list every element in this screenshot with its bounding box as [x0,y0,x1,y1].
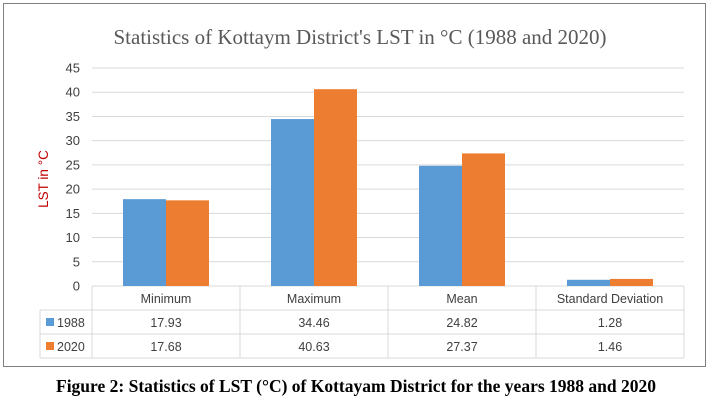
y-tick-label-0: 0 [73,279,80,294]
data-label-1988-2: 24.82 [446,316,477,330]
y-tick-label-5: 25 [66,157,80,172]
bar-2020-3 [610,278,653,286]
chart-title: Statistics of Kottaym District's LST in … [113,25,606,49]
y-axis-ticks: 0 5 10 15 20 25 30 35 40 45 [66,61,80,294]
y-tick-label-8: 40 [66,85,80,100]
data-table: Minimum Maximum Mean Standard Deviation 1988… [39,286,685,359]
y-tick-label-2: 10 [66,230,80,245]
data-label-2020-3: 1.46 [598,340,622,354]
bar-2020-2 [462,153,505,286]
data-label-1988-0: 17.93 [150,316,181,330]
category-label-0: Minimum [141,292,192,306]
bar-1988-2 [419,165,462,286]
category-label-1: Maximum [287,292,341,306]
data-label-2020-1: 40.63 [298,340,329,354]
data-label-2020-0: 17.68 [150,340,181,354]
y-tick-label-1: 5 [73,254,80,269]
data-label-1988-3: 1.28 [598,316,622,330]
y-tick-label-3: 15 [66,206,80,221]
figure-caption: Figure 2: Statistics of LST (°C) of Kott… [56,376,656,396]
y-tick-label-7: 35 [66,109,80,124]
category-label-2: Mean [446,292,477,306]
legend-label-1988: 1988 [57,316,85,330]
bar-2020-1 [314,89,357,286]
legend-key-1988 [46,318,54,326]
bar-1988-3 [567,279,610,286]
bars [123,89,653,286]
y-tick-label-4: 20 [66,182,80,197]
data-label-1988-1: 34.46 [298,316,329,330]
category-label-3: Standard Deviation [557,292,663,306]
y-tick-label-9: 45 [66,61,80,76]
data-label-2020-2: 27.37 [446,340,477,354]
chart-svg: Statistics of Kottaym District's LST in … [36,25,685,359]
bar-1988-1 [271,119,314,286]
chart-area: Statistics of Kottaym District's LST in … [3,3,706,367]
y-tick-label-6: 30 [66,133,80,148]
legend-key-2020 [46,342,54,350]
y-axis-label: LST in °C [36,150,51,208]
bar-1988-0 [123,199,166,286]
legend-label-2020: 2020 [57,340,85,354]
bar-2020-0 [166,200,209,286]
